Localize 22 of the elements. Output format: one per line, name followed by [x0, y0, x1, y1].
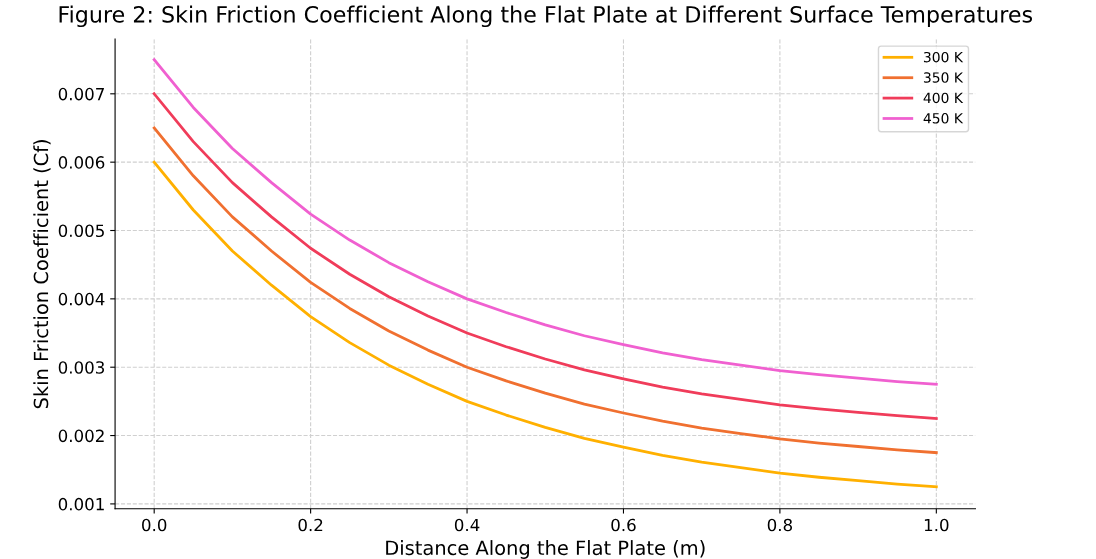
x-tick-label: 0.4 [454, 518, 480, 532]
chart-title: Figure 2: Skin Friction Coefficient Along the Flat Plate at Different Surface Temperatures [59, 5, 1033, 28]
y-tick-label: 0.007 [58, 87, 104, 101]
x-tick-label: 0.0 [142, 518, 167, 532]
x-tick-label: 1.0 [924, 518, 949, 532]
y-tick-label: 0.001 [58, 497, 104, 511]
legend-label: 350 K [923, 72, 964, 83]
y-axis-title: Skin Friction Coefficient (Cf) [33, 140, 51, 409]
y-tick-label: 0.002 [58, 429, 104, 443]
y-tick-label: 0.005 [58, 224, 104, 238]
x-tick-label: 0.8 [767, 518, 793, 532]
line-series [152, 126, 938, 455]
legend-label: 400 K [923, 92, 964, 104]
y-tick-label: 0.006 [58, 156, 105, 169]
x-axis-title: Distance Along the Flat Plate (m) [386, 540, 705, 559]
legend-label: 450 K [923, 113, 964, 124]
legend-label: 300 K [923, 51, 964, 63]
y-tick-label: 0.004 [58, 292, 105, 306]
y-tick-label: 0.003 [58, 361, 105, 374]
x-tick-label: 0.6 [611, 518, 636, 532]
line-series [152, 160, 938, 489]
x-tick-label: 0.2 [298, 518, 323, 532]
